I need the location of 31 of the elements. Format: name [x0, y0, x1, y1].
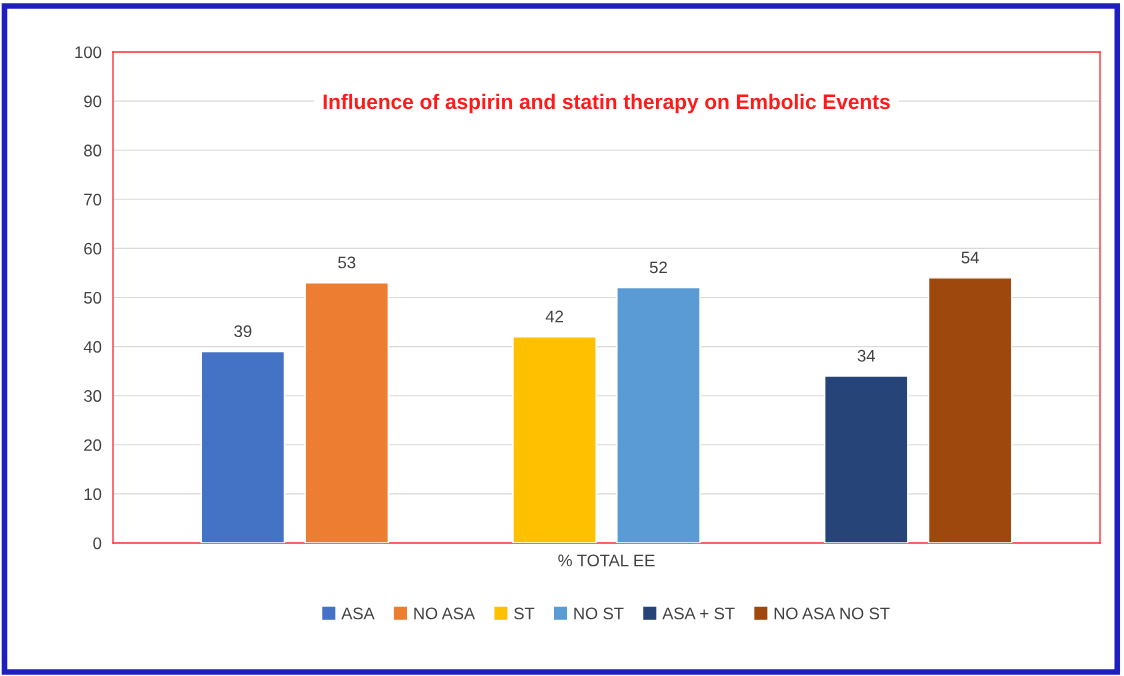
y-tick-label: 60: [84, 242, 102, 255]
data-label: 53: [338, 256, 356, 269]
data-label: 42: [545, 310, 563, 323]
y-tick-label: 70: [84, 193, 102, 206]
bar: [304, 282, 390, 543]
data-label: 39: [234, 325, 252, 338]
x-tick-label: % TOTAL EE: [558, 554, 655, 567]
legend-label: NO ASA: [414, 607, 476, 620]
bar: [200, 350, 286, 543]
y-tick-label: 100: [75, 46, 102, 59]
legend-label: ST: [514, 607, 535, 620]
data-label: 52: [649, 261, 667, 274]
legend-label: ASA + ST: [662, 607, 735, 620]
y-tick-label: 50: [84, 291, 102, 304]
y-tick-label: 20: [84, 439, 102, 451]
bar: [512, 336, 597, 543]
y-tick-label: 90: [84, 95, 102, 108]
y-tick-label: 80: [84, 144, 102, 157]
bar: [927, 277, 1013, 543]
legend-label: ASA: [341, 607, 375, 620]
data-label: 54: [961, 251, 979, 264]
y-tick-label: 30: [83, 390, 102, 402]
text: Influence of aspirin and statin therapy on Embolic Events: [323, 93, 890, 114]
y-tick-label: 10: [84, 488, 102, 501]
bar: [616, 286, 701, 543]
bar: [823, 375, 909, 543]
data-label: 34: [857, 349, 876, 362]
y-tick-label: 40: [83, 341, 102, 353]
y-tick-label: 0: [93, 537, 102, 550]
legend-label: NO ST: [574, 607, 624, 620]
legend-label: NO ASA NO ST: [774, 607, 890, 620]
